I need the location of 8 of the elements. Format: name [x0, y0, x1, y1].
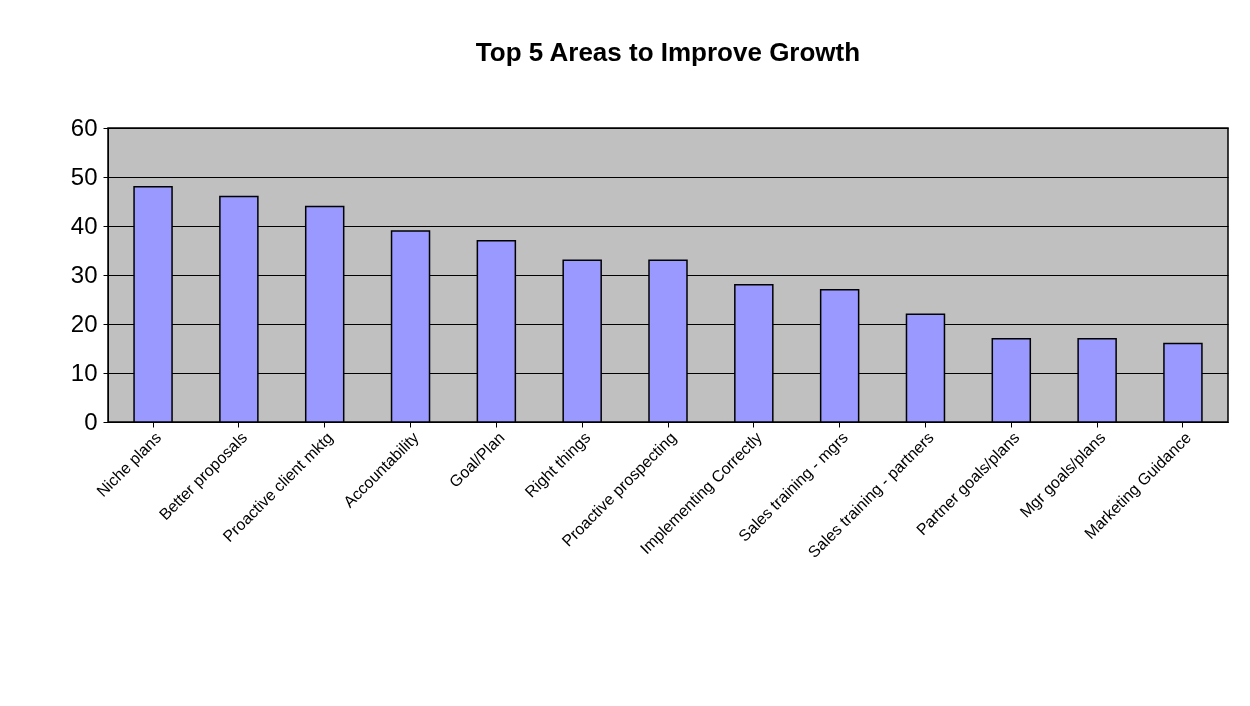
chart-title: Top 5 Areas to Improve Growth: [475, 37, 861, 67]
y-tick-label: 40: [70, 211, 98, 239]
y-tick-label: 30: [70, 260, 98, 288]
y-tick-label: 50: [70, 162, 98, 190]
y-tick-label: 20: [70, 309, 98, 337]
y-tick-label: 60: [70, 113, 98, 141]
y-tick-label: 10: [70, 358, 98, 386]
y-tick-label: 0: [84, 407, 98, 435]
